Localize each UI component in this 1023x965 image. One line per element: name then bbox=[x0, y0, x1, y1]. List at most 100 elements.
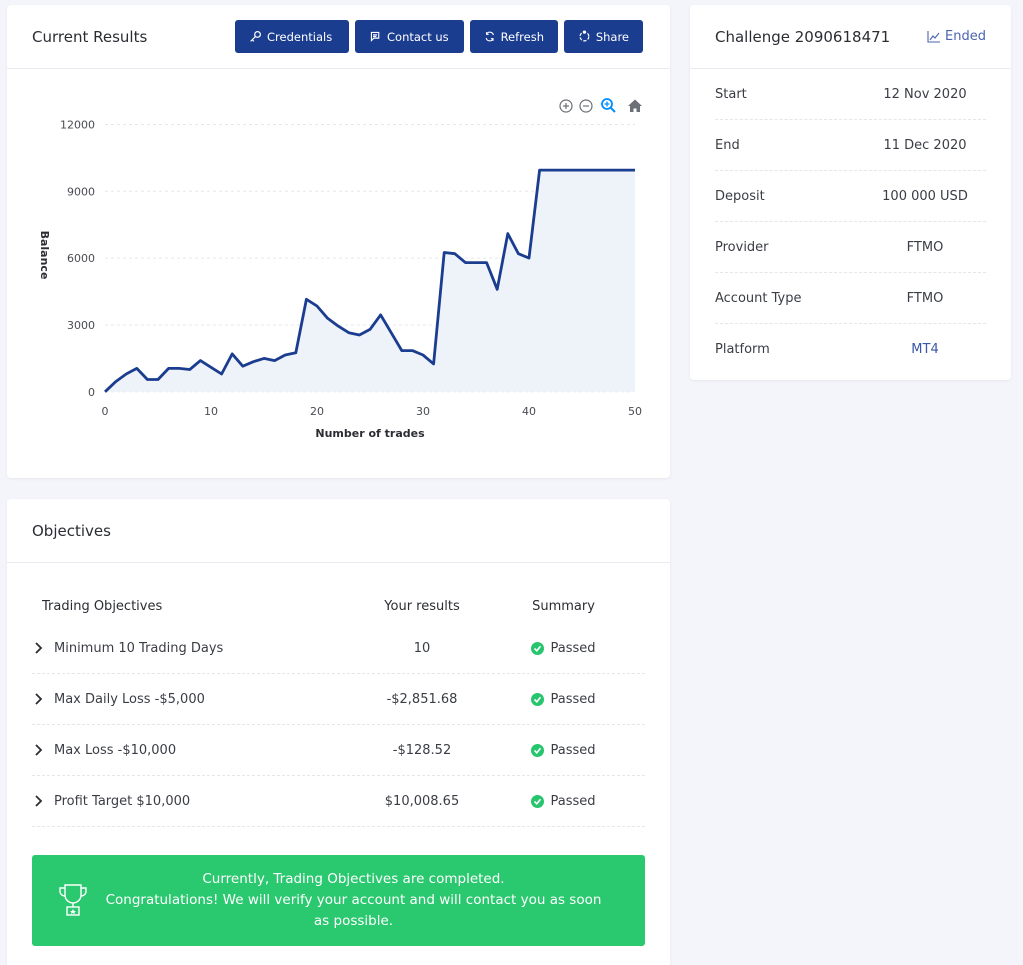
chart-line-icon bbox=[927, 31, 941, 43]
objective-summary: Passed bbox=[482, 743, 645, 758]
objective-cell: Profit Target $10,000 bbox=[32, 794, 362, 809]
share-button[interactable]: Share bbox=[564, 20, 643, 53]
detail-row-provider: Provider FTMO bbox=[715, 222, 986, 273]
contact-us-button-label: Contact us bbox=[387, 29, 449, 44]
objective-summary: Passed bbox=[482, 692, 645, 707]
objective-name: Profit Target $10,000 bbox=[54, 793, 191, 809]
detail-value: 12 Nov 2020 bbox=[883, 86, 967, 102]
detail-row-platform: Platform MT4 bbox=[715, 324, 986, 375]
objective-cell: Minimum 10 Trading Days bbox=[32, 641, 362, 656]
detail-row-end: End 11 Dec 2020 bbox=[715, 120, 986, 171]
selection-zoom-icon[interactable] bbox=[601, 98, 616, 113]
challenge-status-label: Ended bbox=[945, 29, 986, 44]
objective-cell: Max Daily Loss -$5,000 bbox=[32, 692, 362, 707]
chevron-right-icon[interactable] bbox=[32, 794, 46, 808]
chart-area-layer bbox=[104, 168, 635, 393]
x-tick-label: 30 bbox=[416, 405, 430, 418]
y-tick-label: 12000 bbox=[60, 118, 95, 131]
refresh-button[interactable]: Refresh bbox=[470, 20, 558, 53]
challenge-header: Challenge 2090618471 Ended bbox=[690, 5, 1011, 69]
objectives-title: Objectives bbox=[32, 521, 111, 540]
chart-zoom-toolbar bbox=[559, 98, 642, 113]
x-tick-label: 20 bbox=[310, 405, 324, 418]
detail-label: End bbox=[715, 137, 740, 153]
detail-value: FTMO bbox=[906, 290, 944, 306]
objective-name: Minimum 10 Trading Days bbox=[54, 640, 224, 656]
objective-name: Max Loss -$10,000 bbox=[54, 742, 177, 758]
zoom-in-icon[interactable] bbox=[559, 99, 573, 113]
y-tick-label: 0 bbox=[88, 386, 95, 399]
challenge-info-card: Challenge 2090618471 Ended Start 12 Nov … bbox=[690, 5, 1011, 380]
banner-line-2: Congratulations! We will verify your acc… bbox=[105, 892, 602, 929]
balance-chart: 0 3000 6000 9000 12000 0 10 20 30 40 50 Number of … bbox=[7, 69, 670, 478]
detail-label: Deposit bbox=[715, 188, 765, 204]
zoom-out-icon[interactable] bbox=[579, 99, 593, 113]
objective-row-max-daily-loss[interactable]: Max Daily Loss -$5,000 -$2,851.68 Passed bbox=[32, 674, 645, 725]
column-header-objective: Trading Objectives bbox=[42, 598, 163, 614]
share-button-label: Share bbox=[595, 29, 629, 44]
x-axis-label: Number of trades bbox=[315, 427, 425, 440]
detail-value: 11 Dec 2020 bbox=[883, 137, 967, 153]
objective-summary: Passed bbox=[482, 641, 645, 656]
challenge-title: Challenge 2090618471 bbox=[715, 27, 891, 46]
x-tick-label: 0 bbox=[102, 405, 109, 418]
detail-label: Account Type bbox=[715, 290, 802, 306]
balance-chart-svg: 0 3000 6000 9000 12000 0 10 20 30 40 50 Number of … bbox=[38, 98, 642, 440]
objective-result: $10,008.65 bbox=[384, 793, 460, 809]
challenge-details: Start 12 Nov 2020 End 11 Dec 2020 Deposi… bbox=[690, 69, 1011, 375]
objective-row-profit-target[interactable]: Profit Target $10,000 $10,008.65 Passed bbox=[32, 776, 645, 827]
detail-label: Start bbox=[715, 86, 747, 102]
column-header-summary: Summary bbox=[532, 598, 595, 614]
check-circle-icon bbox=[531, 641, 545, 655]
detail-row-account-type: Account Type FTMO bbox=[715, 273, 986, 324]
current-results-title: Current Results bbox=[32, 27, 148, 46]
chevron-right-icon[interactable] bbox=[32, 641, 46, 655]
column-header-results: Your results bbox=[384, 598, 460, 614]
objective-row-max-loss[interactable]: Max Loss -$10,000 -$128.52 Passed bbox=[32, 725, 645, 776]
objective-result: -$2,851.68 bbox=[386, 691, 458, 707]
contact-us-button[interactable]: Contact us bbox=[355, 20, 464, 53]
challenge-status: Ended bbox=[927, 29, 986, 44]
summary-label: Passed bbox=[550, 640, 596, 656]
objective-name: Max Daily Loss -$5,000 bbox=[54, 691, 205, 707]
credentials-button[interactable]: Credentials bbox=[235, 20, 349, 53]
x-tick-label: 50 bbox=[628, 405, 642, 418]
chevron-right-icon[interactable] bbox=[32, 743, 46, 757]
chat-icon bbox=[370, 31, 380, 42]
summary-label: Passed bbox=[550, 691, 596, 707]
check-circle-icon bbox=[531, 743, 545, 757]
trophy-icon bbox=[59, 884, 87, 916]
detail-value: FTMO bbox=[906, 239, 944, 255]
banner-line-1: Currently, Trading Objectives are comple… bbox=[202, 871, 505, 887]
platform-link[interactable]: MT4 bbox=[911, 342, 939, 357]
summary-label: Passed bbox=[550, 793, 596, 809]
key-icon bbox=[250, 31, 261, 42]
credentials-button-label: Credentials bbox=[267, 29, 333, 44]
current-results-header: Current Results Credentials Contact us R… bbox=[7, 5, 670, 69]
y-tick-label: 6000 bbox=[67, 252, 95, 265]
detail-row-start: Start 12 Nov 2020 bbox=[715, 69, 986, 120]
objectives-table-header: Trading Objectives Your results Summary bbox=[32, 589, 645, 623]
balance-area-fill bbox=[105, 170, 635, 392]
detail-label: Platform bbox=[715, 342, 770, 357]
objectives-table: Trading Objectives Your results Summary … bbox=[32, 589, 645, 827]
y-tick-label: 3000 bbox=[67, 319, 95, 332]
detail-label: Provider bbox=[715, 239, 769, 255]
chevron-right-icon[interactable] bbox=[32, 692, 46, 706]
objectives-header: Objectives bbox=[7, 499, 670, 563]
objective-cell: Max Loss -$10,000 bbox=[32, 743, 362, 758]
results-toolbar: Credentials Contact us Refresh Share bbox=[235, 20, 643, 53]
check-circle-icon bbox=[531, 692, 545, 706]
detail-value: 100 000 USD bbox=[882, 188, 968, 204]
x-tick-label: 10 bbox=[204, 405, 218, 418]
objective-result: 10 bbox=[413, 640, 431, 656]
banner-text: Currently, Trading Objectives are comple… bbox=[32, 869, 645, 932]
objective-row-trading-days[interactable]: Minimum 10 Trading Days 10 Passed bbox=[32, 623, 645, 674]
y-axis-label: Balance bbox=[38, 231, 51, 280]
refresh-icon bbox=[485, 31, 494, 42]
reset-home-icon[interactable] bbox=[628, 99, 642, 113]
refresh-button-label: Refresh bbox=[500, 29, 544, 44]
objective-summary: Passed bbox=[482, 794, 645, 809]
objectives-completed-banner: Currently, Trading Objectives are comple… bbox=[32, 855, 645, 946]
objectives-card: Objectives Trading Objectives Your resul… bbox=[7, 499, 670, 965]
